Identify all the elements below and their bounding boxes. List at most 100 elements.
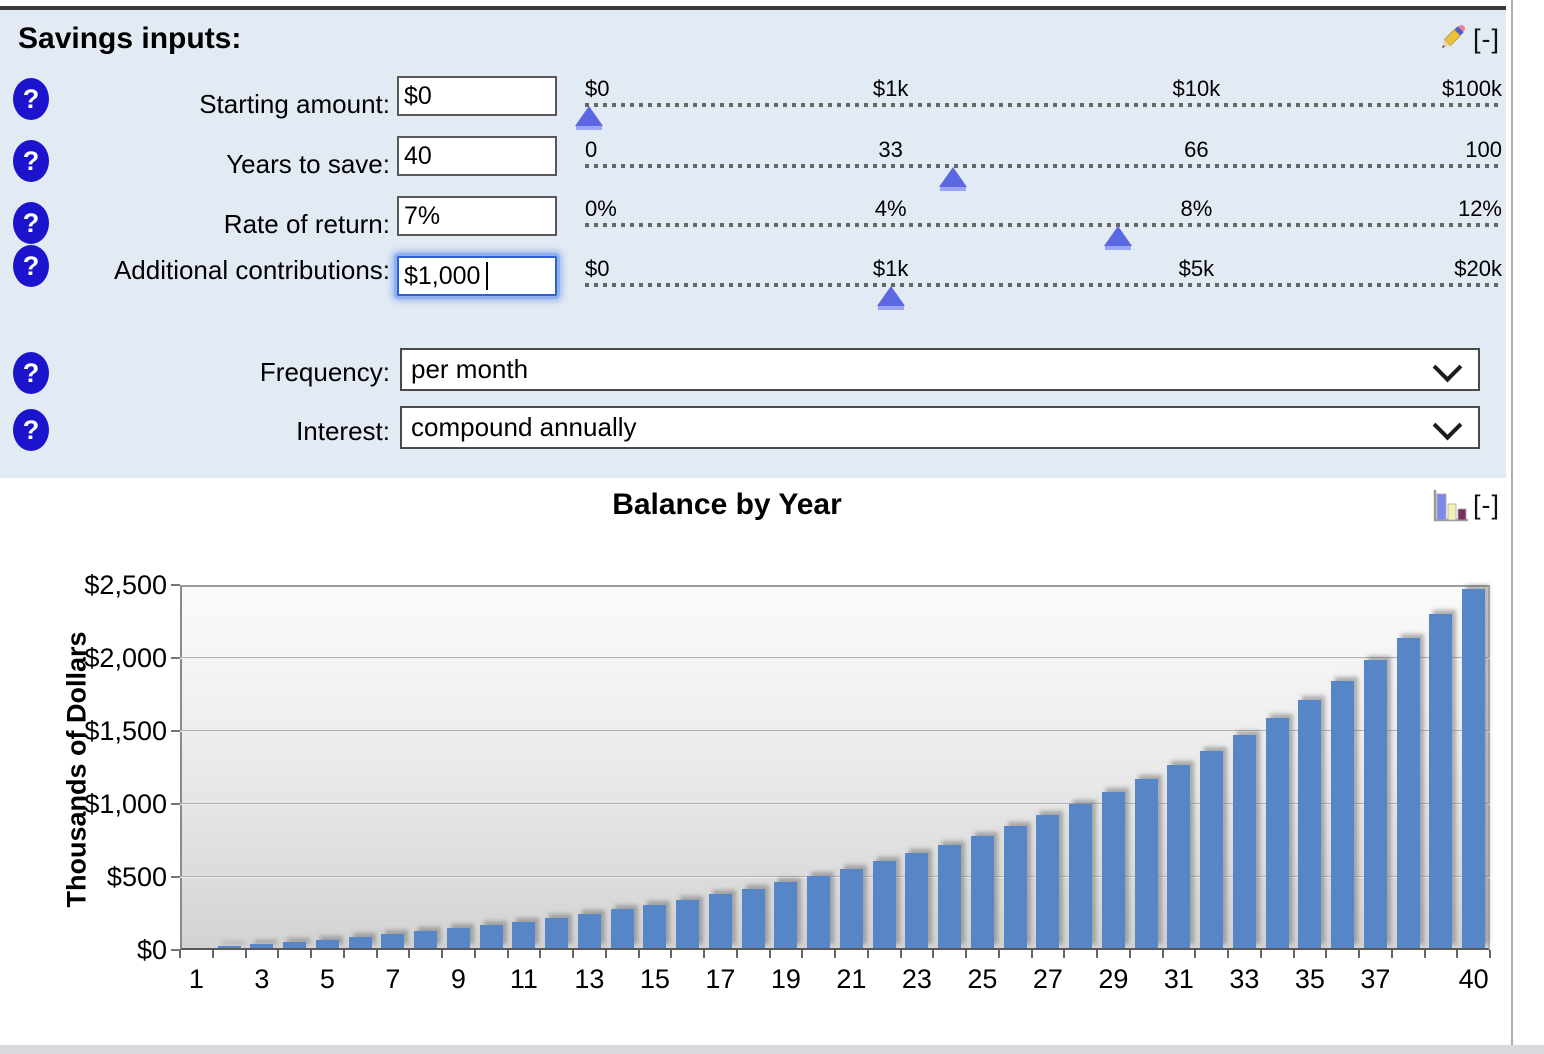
x-axis-tick xyxy=(375,950,378,958)
slider-tick-label: $100k xyxy=(1442,76,1502,101)
bar-year-40[interactable] xyxy=(1462,589,1486,948)
x-axis-tick xyxy=(441,950,443,958)
x-axis-tick xyxy=(932,950,935,958)
x-axis-tick xyxy=(342,950,345,958)
rate-of-return-slider: 0% 4% 8% 12% xyxy=(585,196,1502,250)
bar-year-35[interactable] xyxy=(1298,700,1322,948)
collapse-inputs-button[interactable]: [-] xyxy=(1473,24,1500,54)
panel-heading: Savings inputs: xyxy=(18,22,242,55)
x-axis-tick-label: 5 xyxy=(319,964,335,994)
slider-tick-label: $10k xyxy=(1172,76,1221,101)
starting-amount-input[interactable] xyxy=(397,76,557,116)
help-icon-rate-of-return[interactable]: ? xyxy=(13,202,49,244)
additional-contributions-slider-thumb[interactable] xyxy=(877,286,906,312)
bar-year-25[interactable] xyxy=(970,836,994,948)
additional-contributions-slider-track[interactable] xyxy=(585,283,1502,287)
x-axis-tick xyxy=(1456,950,1459,958)
years-to-save-slider-thumb[interactable] xyxy=(938,167,967,193)
help-icon-years-to-save[interactable]: ? xyxy=(13,140,49,182)
bar-year-37[interactable] xyxy=(1363,660,1387,948)
horizontal-scrollbar-track[interactable] xyxy=(0,1045,1544,1054)
rate-of-return-input[interactable] xyxy=(397,196,557,236)
bar-year-9[interactable] xyxy=(446,928,470,948)
bar-year-38[interactable] xyxy=(1396,638,1420,948)
bar-year-14[interactable] xyxy=(610,909,634,948)
bar-year-5[interactable] xyxy=(315,940,339,948)
bar-year-4[interactable] xyxy=(283,942,307,948)
bar-year-3[interactable] xyxy=(250,944,274,948)
chart-type-icon[interactable] xyxy=(1428,488,1470,526)
y-axis-tick xyxy=(171,876,180,878)
starting-amount-slider-thumb[interactable] xyxy=(574,106,603,132)
help-icon-additional-contributions[interactable]: ? xyxy=(13,245,49,287)
bar-year-24[interactable] xyxy=(938,845,962,948)
bar-year-15[interactable] xyxy=(643,905,667,948)
bar-year-2[interactable] xyxy=(217,946,241,948)
bar-year-22[interactable] xyxy=(872,861,896,948)
help-icon-interest[interactable]: ? xyxy=(13,409,49,451)
x-axis-tick xyxy=(834,950,836,958)
bar-year-16[interactable] xyxy=(676,900,700,948)
bar-year-32[interactable] xyxy=(1200,751,1224,948)
x-axis-tick-label: 9 xyxy=(450,964,466,994)
savings-inputs-panel xyxy=(0,10,1506,478)
bar-year-28[interactable] xyxy=(1069,804,1093,948)
bar-year-12[interactable] xyxy=(545,918,569,948)
gridline xyxy=(180,876,1490,878)
bar-year-27[interactable] xyxy=(1036,815,1060,948)
x-axis-tick-label: 1 xyxy=(188,964,204,994)
starting-amount-slider-track[interactable] xyxy=(585,103,1502,107)
bar-year-6[interactable] xyxy=(348,937,372,948)
bar-year-13[interactable] xyxy=(577,914,601,948)
x-axis-tick-label: 37 xyxy=(1360,964,1391,994)
x-axis-tick-label: 19 xyxy=(770,964,801,994)
rate-of-return-slider-thumb[interactable] xyxy=(1103,226,1132,252)
bar-year-17[interactable] xyxy=(708,894,732,948)
years-to-save-slider-track[interactable] xyxy=(585,164,1502,168)
x-axis-tick-label: 33 xyxy=(1229,964,1260,994)
chart-plot-area xyxy=(180,585,1490,950)
bar-year-31[interactable] xyxy=(1167,765,1191,948)
starting-amount-label: Starting amount: xyxy=(199,89,390,119)
x-axis-tick-label: 15 xyxy=(639,964,670,994)
help-icon-frequency[interactable]: ? xyxy=(13,352,49,394)
bar-year-10[interactable] xyxy=(479,925,503,948)
x-axis-tick-label: 25 xyxy=(967,964,998,994)
frequency-select[interactable]: per month xyxy=(400,348,1480,391)
slider-tick-label: 0% xyxy=(585,196,617,221)
bar-year-26[interactable] xyxy=(1003,826,1027,948)
bar-year-20[interactable] xyxy=(807,876,831,948)
bar-year-7[interactable] xyxy=(381,934,405,948)
collapse-chart-button[interactable]: [-] xyxy=(1473,490,1500,520)
edit-pencil-icon[interactable] xyxy=(1432,20,1470,58)
bar-year-29[interactable] xyxy=(1101,792,1125,948)
x-axis-tick xyxy=(1390,950,1393,958)
rate-of-return-slider-track[interactable] xyxy=(585,223,1502,227)
y-axis-tick xyxy=(171,803,180,805)
bar-year-21[interactable] xyxy=(839,869,863,948)
bar-year-39[interactable] xyxy=(1429,614,1453,948)
bar-year-8[interactable] xyxy=(414,931,438,948)
interest-select[interactable]: compound annually xyxy=(400,406,1480,449)
x-axis-tick xyxy=(1096,950,1098,958)
help-icon-starting-amount[interactable]: ? xyxy=(13,78,49,120)
slider-tick-label: 4% xyxy=(874,196,907,221)
slider-tick-label: $0 xyxy=(585,256,610,281)
years-to-save-input[interactable] xyxy=(397,136,557,176)
additional-contributions-input[interactable] xyxy=(397,256,557,296)
slider-tick-label: 100 xyxy=(1465,137,1502,162)
x-axis-tick xyxy=(179,950,181,958)
bar-year-36[interactable] xyxy=(1331,681,1355,948)
bar-year-19[interactable] xyxy=(774,882,798,948)
bar-year-30[interactable] xyxy=(1134,779,1158,948)
slider-tick-label: 8% xyxy=(1180,196,1213,221)
gridline xyxy=(180,657,1490,659)
bar-year-34[interactable] xyxy=(1265,718,1289,948)
x-axis-tick xyxy=(899,950,902,958)
bar-year-33[interactable] xyxy=(1232,735,1256,948)
x-axis-tick-label: 40 xyxy=(1458,964,1489,994)
y-axis-tick-label: $500 xyxy=(106,862,167,892)
bar-year-18[interactable] xyxy=(741,889,765,948)
bar-year-11[interactable] xyxy=(512,922,536,948)
bar-year-23[interactable] xyxy=(905,853,929,948)
